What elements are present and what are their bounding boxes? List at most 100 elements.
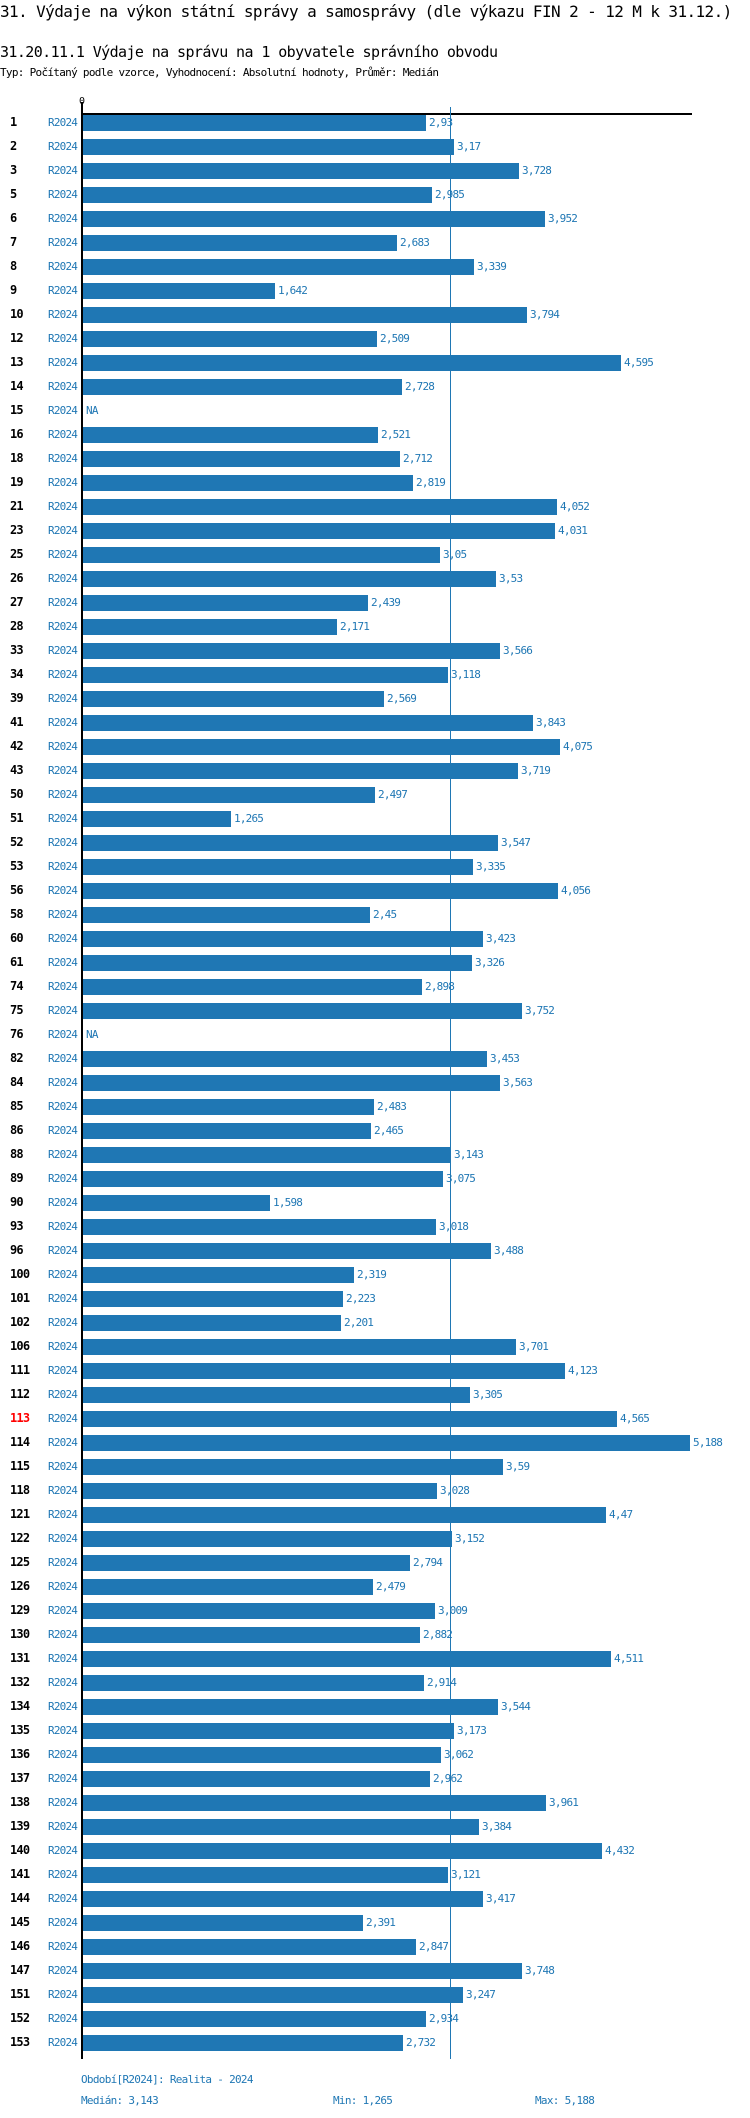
period-label: R2024 [48, 380, 78, 393]
data-label: 3,566 [503, 644, 533, 657]
row-label: 134 [10, 1699, 30, 1713]
period-label: R2024 [48, 1364, 78, 1377]
row-label: 121 [10, 1507, 30, 1521]
data-label: 3,719 [521, 764, 551, 777]
period-label: R2024 [48, 1844, 78, 1857]
data-label: 2,683 [400, 236, 430, 249]
row-label: 138 [10, 1795, 30, 1809]
bar [83, 427, 378, 443]
section-title: 31. Výdaje na výkon státní správy a samo… [0, 2, 732, 21]
row-label: 14 [10, 379, 24, 393]
period-label: R2024 [48, 716, 78, 729]
period-label: R2024 [48, 620, 78, 633]
period-label: R2024 [48, 212, 78, 225]
bar [83, 1771, 430, 1787]
period-label: R2024 [48, 1436, 78, 1449]
period-label: R2024 [48, 1196, 78, 1209]
bar [83, 931, 483, 947]
row-label: 74 [10, 979, 24, 993]
bar [83, 1747, 441, 1763]
period-label: R2024 [48, 164, 78, 177]
row-label: 82 [10, 1051, 24, 1065]
row-label: 26 [10, 571, 24, 585]
data-label: 2,479 [376, 1580, 406, 1593]
row-label: 9 [10, 283, 17, 297]
period-label: R2024 [48, 308, 78, 321]
bar [83, 1699, 498, 1715]
data-label: 2,728 [405, 380, 435, 393]
data-label: 4,056 [561, 884, 591, 897]
period-label: R2024 [48, 332, 78, 345]
data-label: 3,384 [482, 1820, 512, 1833]
indicator-title: 31.20.11.1 Výdaje na správu na 1 obyvate… [0, 43, 498, 61]
period-label: R2024 [48, 1868, 78, 1881]
period-label: R2024 [48, 932, 78, 945]
row-label: 58 [10, 907, 24, 921]
bar [83, 1099, 374, 1115]
row-label: 50 [10, 787, 24, 801]
data-label: 4,511 [614, 1652, 644, 1665]
bar [83, 1579, 373, 1595]
row-label: 129 [10, 1603, 30, 1617]
bar [83, 1507, 606, 1523]
period-label: R2024 [48, 1268, 78, 1281]
bar [83, 1219, 436, 1235]
data-label: 3,121 [451, 1868, 481, 1881]
period-label: R2024 [48, 1916, 78, 1929]
row-label: 43 [10, 763, 24, 777]
bar [83, 1003, 522, 1019]
row-label: 3 [10, 163, 17, 177]
bar [83, 307, 527, 323]
data-label: 3,547 [501, 836, 531, 849]
data-label: 1,598 [273, 1196, 303, 1209]
row-label: 25 [10, 547, 24, 561]
bar [83, 1195, 270, 1211]
period-label: R2024 [48, 116, 78, 129]
x-tick-label-0: 0 [79, 96, 85, 107]
data-label: 3,53 [499, 572, 523, 585]
period-label: R2024 [48, 260, 78, 273]
period-label: R2024 [48, 500, 78, 513]
data-label: 3,075 [446, 1172, 476, 1185]
row-label: 23 [10, 523, 24, 537]
row-label: 85 [10, 1099, 24, 1113]
data-label: 2,569 [387, 692, 417, 705]
bar [83, 1795, 546, 1811]
data-label: 3,728 [522, 164, 552, 177]
period-label: R2024 [48, 1388, 78, 1401]
bar [83, 739, 560, 755]
period-label: R2024 [48, 1892, 78, 1905]
data-label: 3,748 [525, 1964, 555, 1977]
data-label: 4,565 [620, 1412, 650, 1425]
period-label: R2024 [48, 1460, 78, 1473]
data-label: 2,93 [429, 116, 453, 129]
row-label: 152 [10, 2011, 30, 2025]
period-label: R2024 [48, 1292, 78, 1305]
period-label: R2024 [48, 1700, 78, 1713]
row-label: 16 [10, 427, 24, 441]
bar [83, 2035, 403, 2051]
bar [83, 571, 496, 587]
period-label: R2024 [48, 2012, 78, 2025]
period-label: R2024 [48, 1340, 78, 1353]
bar [83, 1051, 487, 1067]
bar [83, 1267, 354, 1283]
period-label: R2024 [48, 1220, 78, 1233]
period-label: R2024 [48, 284, 78, 297]
row-label: 122 [10, 1531, 30, 1545]
bar [83, 1603, 435, 1619]
bar [83, 1939, 416, 1955]
period-label: R2024 [48, 1652, 78, 1665]
period-label: R2024 [48, 1028, 78, 1041]
data-label: 3,563 [503, 1076, 533, 1089]
bar [83, 787, 375, 803]
data-label: 5,188 [693, 1436, 723, 1449]
period-label: R2024 [48, 1940, 78, 1953]
data-label: 3,335 [476, 860, 506, 873]
data-label: 2,509 [380, 332, 410, 345]
data-label: 3,423 [486, 932, 516, 945]
data-label: 2,439 [371, 596, 401, 609]
period-label: R2024 [48, 548, 78, 561]
data-label: 3,173 [457, 1724, 487, 1737]
period-label: R2024 [48, 524, 78, 537]
